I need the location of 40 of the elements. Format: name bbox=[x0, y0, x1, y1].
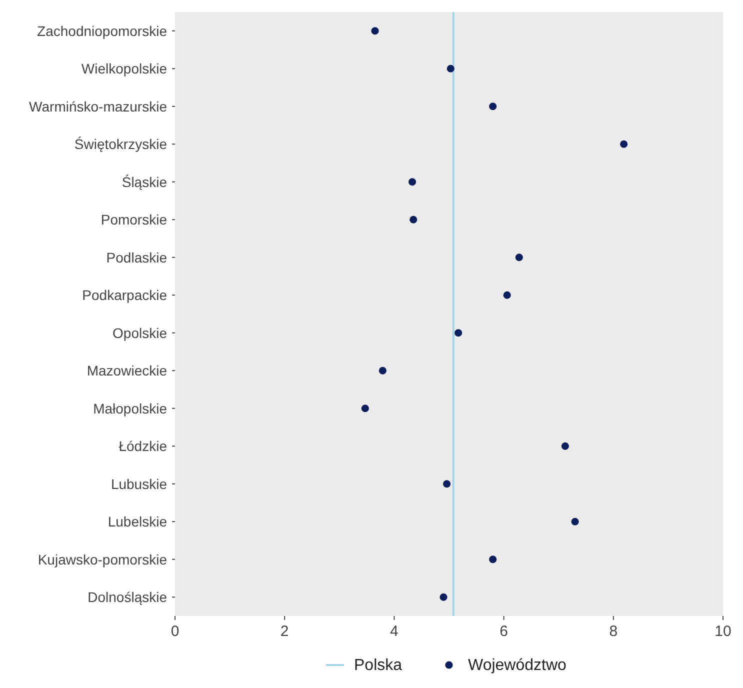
y-tick-label: Mazowieckie bbox=[86, 362, 168, 379]
y-tick-label: Śląskie bbox=[122, 174, 168, 190]
point bbox=[378, 366, 386, 374]
y-tick-label: Podlaskie bbox=[106, 249, 168, 266]
point bbox=[489, 556, 497, 564]
point bbox=[443, 480, 451, 488]
y-tick-label: Podkarpackie bbox=[82, 287, 168, 304]
y-tick-label: Lubelskie bbox=[108, 514, 168, 530]
point bbox=[446, 64, 454, 72]
y-tick-label: Zachodniopomorskie bbox=[37, 22, 168, 39]
y-tick-label: Wielkopolskie bbox=[81, 60, 168, 77]
x-tick-label: 0 bbox=[170, 623, 180, 640]
point bbox=[440, 593, 448, 601]
point bbox=[571, 518, 579, 526]
point bbox=[371, 27, 379, 35]
y-tick-label: Świętokrzyskie bbox=[74, 136, 168, 152]
legend-label: Województwo bbox=[468, 657, 567, 674]
y-tick-label: Warmińsko-mazurskie bbox=[29, 98, 168, 114]
point bbox=[454, 329, 462, 337]
point bbox=[515, 254, 523, 262]
point bbox=[561, 442, 569, 450]
point bbox=[503, 291, 511, 299]
point bbox=[620, 140, 628, 148]
x-tick-label: 6 bbox=[500, 623, 508, 640]
x-tick-label: 8 bbox=[609, 623, 618, 640]
y-tick-label: Kujawsko-pomorskie bbox=[38, 551, 168, 568]
legend-label: Polska bbox=[354, 657, 402, 674]
y-tick-label: Opolskie bbox=[112, 324, 168, 341]
y-tick-label: Łódzkie bbox=[118, 438, 168, 454]
point bbox=[410, 216, 418, 224]
x-tick-label: 4 bbox=[390, 623, 398, 640]
y-tick-label: Dolnośląskie bbox=[88, 589, 168, 606]
x-tick-label: 10 bbox=[714, 623, 732, 640]
y-tick-label: Lubuskie bbox=[110, 476, 168, 492]
y-tick-label: Małopolskie bbox=[93, 400, 168, 416]
point bbox=[408, 178, 416, 186]
point bbox=[489, 102, 497, 110]
x-tick-label: 2 bbox=[280, 623, 289, 640]
point bbox=[361, 404, 369, 412]
y-tick-label: Pomorskie bbox=[100, 212, 168, 228]
